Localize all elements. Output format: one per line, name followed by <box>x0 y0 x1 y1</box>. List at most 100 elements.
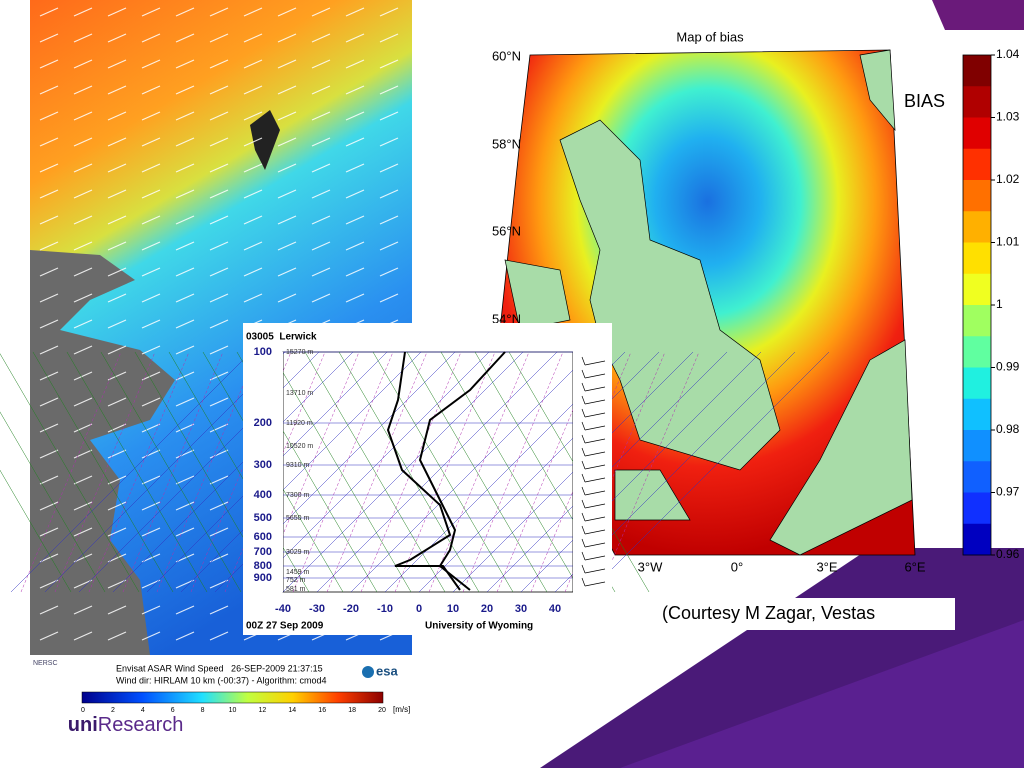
sounding-grid <box>0 340 830 600</box>
pressure-label: 200 <box>254 417 272 429</box>
isotherm <box>112 351 354 593</box>
sounding-box <box>243 323 612 635</box>
adiabat <box>0 469 72 593</box>
mixing-line <box>88 351 190 593</box>
lon-labels: 3°W 0° 3°E 6°E <box>638 559 926 574</box>
legend-label: BIAS <box>904 91 945 111</box>
lon-label: 3°W <box>638 559 663 574</box>
lon-label: 6°E <box>904 559 925 574</box>
courtesy: (Courtesy M Zagar, Vestas <box>662 603 875 623</box>
wind-barb-flag <box>581 486 586 496</box>
lat-label: 58°N <box>492 136 521 151</box>
wind-barb-flag <box>581 382 586 392</box>
adiabat <box>100 351 242 593</box>
isotherm <box>350 351 592 593</box>
mixing-line <box>394 351 496 593</box>
colorbar-tick: 14 <box>288 707 296 714</box>
colorbar-band <box>963 523 991 556</box>
mask-right <box>573 340 612 600</box>
temperature-tick: 30 <box>515 603 527 615</box>
wind-barb <box>584 373 606 379</box>
esa-icon <box>362 666 374 678</box>
height-label: 581 m <box>286 586 306 593</box>
mixing-line <box>564 351 666 593</box>
logo: uniResearch <box>40 714 200 736</box>
lon-label: 0° <box>731 559 743 574</box>
pressure-label: 800 <box>254 560 272 572</box>
wind-barb <box>584 568 606 574</box>
purple-band-light <box>620 620 1024 768</box>
temperature-tick: -20 <box>343 603 359 615</box>
wind-barb <box>584 581 606 587</box>
colorbar-unit: [m/s] <box>393 705 410 714</box>
wind-barb-flag <box>581 369 586 379</box>
colorbar-band <box>963 55 991 87</box>
height-label: 1459 m <box>286 569 310 576</box>
corner-bar <box>932 0 1024 30</box>
colorbar-tick: 20 <box>378 707 386 714</box>
esa-logo: esa <box>376 663 398 678</box>
logo-uni: uni <box>68 714 98 736</box>
adiabat <box>66 351 208 593</box>
legend-box <box>900 84 960 118</box>
colorbar-band <box>963 180 991 212</box>
colorbar-band <box>963 148 991 181</box>
isotherm <box>10 351 252 593</box>
temperature-tick: -40 <box>275 603 291 615</box>
colorbar-tick: 10 <box>229 707 237 714</box>
mixing-line <box>122 351 224 593</box>
wind-barb-flag <box>581 551 586 561</box>
lon-label: 3°E <box>816 559 837 574</box>
colorbar-tick: 1.02 <box>996 172 1020 186</box>
temperature-tick: -10 <box>377 603 393 615</box>
colorbar-band <box>963 242 991 275</box>
wind-barb-flag <box>581 473 586 483</box>
wind-barb-flag <box>581 395 586 405</box>
colorbar-tick: 0.98 <box>996 422 1020 436</box>
wind-barb <box>584 464 606 470</box>
temperature-line <box>418 351 506 591</box>
colorbar-tick: 0.96 <box>996 547 1020 561</box>
height-label: 15270 m <box>286 349 313 356</box>
wind-barb-flag <box>581 577 586 587</box>
colorbar-band <box>963 430 991 462</box>
adiabat <box>440 351 582 593</box>
wind-barb-flag <box>581 356 586 366</box>
pressure-label: 700 <box>254 546 272 558</box>
wind-barb-flag <box>581 408 586 418</box>
height-label: 5650 m <box>286 515 310 522</box>
wind-barb-flag <box>581 421 586 431</box>
colorbar-band <box>963 398 991 431</box>
mixing-line <box>292 351 394 593</box>
pressure-label: 500 <box>254 512 272 524</box>
height-label: 9310 m <box>286 462 310 469</box>
lat-label: 54°N <box>492 311 521 326</box>
adiabat <box>406 351 548 593</box>
adiabat <box>338 351 480 593</box>
time-label: 00Z 27 Sep 2009 <box>246 621 324 632</box>
colorbar-tick: 4 <box>141 707 145 714</box>
colorbar-tick: 0.97 <box>996 485 1020 499</box>
wind-barb-flag <box>581 499 586 509</box>
isotherm <box>588 351 830 593</box>
caption-line: Wind dir: HIRLAM 10 km (-00:37) - Algori… <box>116 675 327 685</box>
mixing-line <box>428 351 530 593</box>
colorbar-band <box>963 461 991 493</box>
wind-colorbar-ticks: 0 2 4 6 8 10 12 14 16 18 20 <box>81 707 386 714</box>
nersc-logo: NERSC <box>33 660 58 667</box>
mixing-line <box>156 351 258 593</box>
wind-barb <box>584 412 606 418</box>
isotherm <box>248 351 490 593</box>
temperature-tick: -30 <box>309 603 325 615</box>
colorbar-tick: 12 <box>259 707 267 714</box>
wind-barb-flag <box>581 447 586 457</box>
dewpoint-line <box>386 351 461 591</box>
colorbar-tick: 1 <box>996 297 1003 311</box>
wind-barb <box>584 555 606 561</box>
adiabat <box>0 411 106 593</box>
colorbar-band <box>963 336 991 368</box>
temperature-tick: 0 <box>416 603 422 615</box>
source-label: University of Wyoming <box>425 621 533 632</box>
